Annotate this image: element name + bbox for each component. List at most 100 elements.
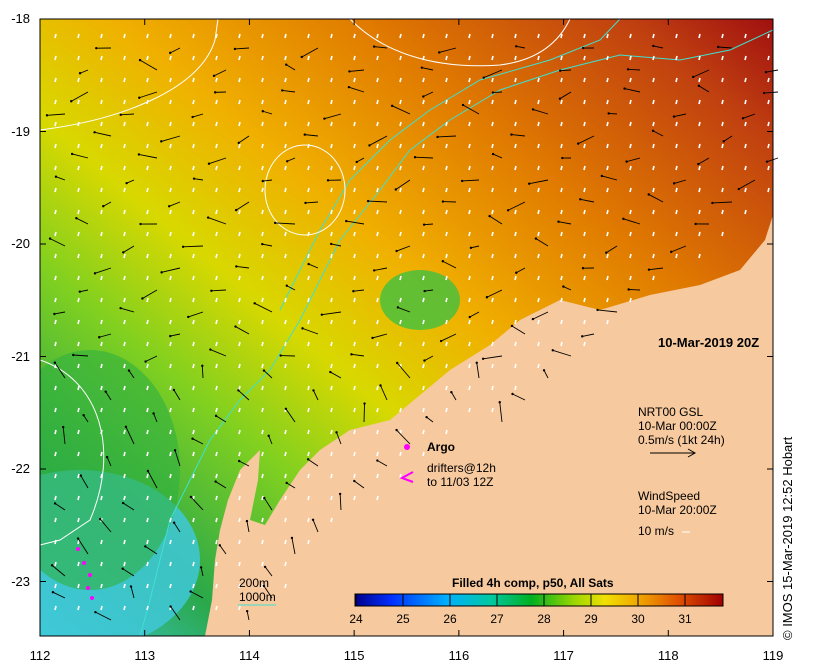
wind-arrow: [169, 583, 172, 589]
current-arrow-head: [741, 117, 745, 120]
current-arrow-head: [551, 349, 554, 352]
current-arrow: [262, 243, 273, 247]
wind-arrow: [537, 143, 540, 149]
wind-arrow: [284, 495, 287, 501]
current-arrow: [139, 59, 158, 71]
current-arrow-head: [581, 267, 585, 270]
wind-arrow: [238, 561, 241, 567]
wind-arrow: [146, 517, 149, 523]
wind-arrow: [284, 385, 287, 391]
wind-arrow: [675, 209, 678, 215]
current-arrow: [396, 362, 411, 379]
current-arrow: [321, 311, 342, 316]
wind-arrow: [77, 231, 80, 237]
current-arrow-head: [371, 336, 374, 340]
current-arrow: [698, 85, 710, 93]
wind-arrow: [238, 165, 241, 171]
wind-arrow: [721, 187, 724, 193]
wind-arrow: [54, 517, 57, 523]
wind-arrow: [100, 451, 103, 457]
current-arrow: [126, 179, 135, 184]
wind-arrow: [468, 407, 471, 413]
current-arrow-head: [53, 312, 56, 316]
current-arrow: [499, 402, 503, 423]
wind-arrow: [767, 121, 770, 127]
lat-tick-label: -20: [11, 236, 30, 251]
current-arrow: [718, 46, 733, 49]
wind-arrow: [698, 33, 701, 39]
wind-arrow: [100, 99, 103, 105]
wind-arrow: [330, 341, 333, 347]
current-arrow: [79, 289, 89, 293]
current-arrow-head: [48, 237, 52, 240]
wind-arrow: [146, 473, 149, 479]
ssh-contours: [39, 18, 571, 546]
wind-arrow: [330, 33, 333, 39]
wind-arrow: [583, 231, 586, 237]
current-arrow-head: [420, 66, 424, 69]
wind-arrow: [560, 341, 563, 347]
wind-arrow: [77, 187, 80, 193]
wind-arrow: [560, 231, 563, 237]
colorbar-tick-label: 30: [631, 612, 645, 626]
current-arrow: [291, 537, 296, 555]
wind-arrow: [77, 539, 80, 545]
current-arrow: [516, 267, 526, 274]
wind-arrow: [422, 33, 425, 39]
wind-arrow: [376, 385, 379, 391]
wind-arrow: [514, 77, 517, 83]
wind-arrow: [192, 187, 195, 193]
wind-arrow: [468, 231, 471, 237]
wind-arrow: [491, 209, 494, 215]
wind-arrow: [284, 55, 287, 61]
wind-arrow: [399, 231, 402, 237]
current-arrow-head: [491, 152, 495, 156]
wind-arrow: [54, 253, 57, 259]
wind-arrow: [215, 209, 218, 215]
wind-arrow: [560, 77, 563, 83]
wind-arrow: [123, 187, 126, 193]
current-arrow: [215, 481, 227, 489]
current-arrow: [324, 113, 342, 120]
current-arrow-head: [160, 271, 163, 274]
wind-arrow: [215, 341, 218, 347]
wind-arrow: [652, 187, 655, 193]
wind-arrow: [284, 473, 287, 479]
wind-arrow: [606, 209, 609, 215]
current-arrow: [128, 370, 135, 379]
current-arrow: [106, 456, 112, 467]
wind-arrow: [261, 583, 264, 589]
wind-arrow: [261, 55, 264, 61]
current-arrow-head: [379, 384, 382, 387]
wind-arrow: [629, 165, 632, 171]
current-arrow-head: [558, 97, 562, 100]
wind-arrow: [146, 407, 149, 413]
wind-arrow: [123, 451, 126, 457]
wind-arrow: [583, 143, 586, 149]
current-arrow-head: [579, 198, 582, 201]
current-arrow: [264, 566, 273, 577]
current-arrow: [415, 156, 434, 159]
current-arrow-head: [105, 455, 109, 459]
wind-arrow: [330, 297, 333, 303]
wind-arrow: [629, 143, 632, 149]
current-arrow-head: [234, 325, 237, 328]
current-arrow: [238, 135, 250, 144]
current-arrow-head: [262, 584, 266, 588]
wind-arrow: [169, 341, 172, 347]
current-arrow-head: [623, 87, 626, 90]
wind-arrow: [698, 165, 701, 171]
current-arrow: [236, 266, 250, 269]
wind-arrow: [491, 341, 494, 347]
wind-arrow: [54, 539, 57, 545]
wind-arrow: [606, 297, 609, 303]
wind-arrow: [215, 561, 218, 567]
wind-arrow: [77, 99, 80, 105]
wind-arrow: [169, 33, 172, 39]
wind-arrow: [468, 275, 471, 281]
current-arrow: [147, 470, 158, 489]
wind-arrow: [77, 429, 80, 435]
current-arrow: [511, 325, 526, 335]
current-arrow: [305, 201, 319, 204]
wind-arrow: [238, 473, 241, 479]
